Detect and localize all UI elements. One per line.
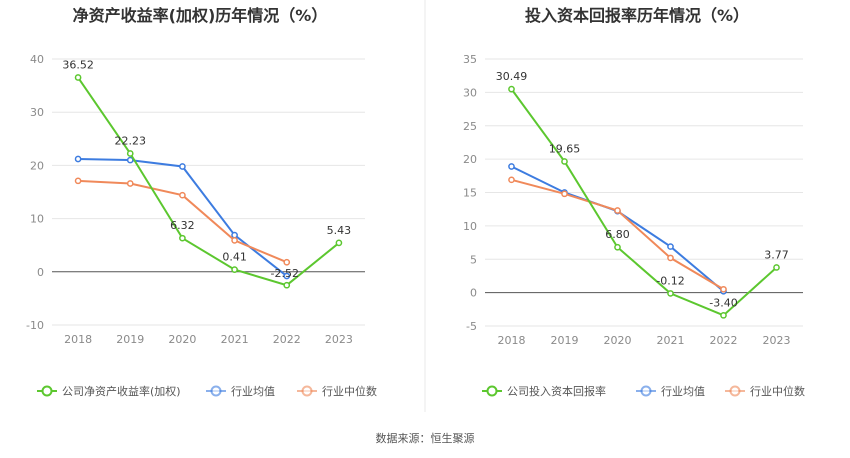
data-point <box>773 264 780 271</box>
legend-label: 行业中位数 <box>750 384 805 398</box>
x-tick-label: 2021 <box>221 333 249 346</box>
x-tick-label: 2018 <box>64 333 92 346</box>
data-label: 3.77 <box>764 248 789 261</box>
data-label: -0.12 <box>656 274 684 287</box>
data-point <box>667 254 674 262</box>
chart-title: 投入资本回报率历年情况（%） <box>525 6 749 25</box>
data-label: 22.23 <box>115 135 147 148</box>
data-point <box>126 150 134 157</box>
x-tick-label: 2019 <box>116 333 144 346</box>
data-point <box>667 290 674 297</box>
data-point <box>231 237 238 244</box>
legend-item: 行业均值 <box>636 385 705 398</box>
data-source-label: 数据来源：恒生聚源 <box>376 431 475 445</box>
legend-marker <box>210 385 222 397</box>
data-point <box>720 285 727 293</box>
x-tick-label: 2019 <box>551 334 579 347</box>
series-line <box>78 158 288 277</box>
data-point <box>561 190 568 198</box>
x-tick-label: 2020 <box>604 334 632 347</box>
y-tick-label: 40 <box>30 53 44 66</box>
data-point <box>179 234 186 242</box>
data-point <box>720 311 727 319</box>
chart-title: 净资产收益率(加权)历年情况（%） <box>73 6 328 25</box>
legend-marker <box>301 385 313 397</box>
y-tick-label: -5 <box>466 320 477 333</box>
legend-label: 公司净资产收益率(加权) <box>62 384 181 398</box>
y-tick-label: 25 <box>463 120 477 133</box>
chart-panel-1: 净资产收益率(加权)历年情况（%） -10 0 10 20 30 40 2018 2019 202… <box>26 6 377 398</box>
data-point <box>614 207 621 214</box>
data-point <box>74 177 82 185</box>
y-tick-label: 5 <box>470 253 477 266</box>
data-point <box>74 74 82 81</box>
y-tick-label: 35 <box>463 53 477 66</box>
data-label: 19.65 <box>549 142 581 155</box>
data-point <box>335 239 343 247</box>
y-tick-label: 30 <box>463 86 477 99</box>
y-tick-label: 20 <box>463 153 477 166</box>
legend-label: 行业均值 <box>231 385 275 398</box>
legend-marker <box>486 385 498 397</box>
series-line <box>510 88 778 317</box>
y-tick-label: 0 <box>37 266 44 279</box>
legend-marker <box>729 385 741 397</box>
x-tick-label: 2023 <box>763 334 791 347</box>
y-tick-label: 20 <box>30 159 44 172</box>
series-line <box>77 76 340 287</box>
data-label: 5.43 <box>327 224 352 237</box>
legend-marker <box>41 385 53 397</box>
legend-item: 行业中位数 <box>297 384 377 398</box>
legend-marker <box>640 385 652 397</box>
x-tick-label: 2022 <box>273 333 301 346</box>
legend: 公司投入资本回报率 行业均值 行业中位数 <box>482 384 805 398</box>
data-point <box>283 258 291 266</box>
data-label: 30.49 <box>496 70 528 83</box>
data-point <box>126 180 134 187</box>
data-point <box>283 281 291 289</box>
x-tick-label: 2018 <box>498 334 526 347</box>
data-point <box>561 158 568 165</box>
x-tick-label: 2023 <box>325 333 353 346</box>
y-tick-label: 10 <box>463 220 477 233</box>
legend: 公司净资产收益率(加权) 行业均值 行业中位数 <box>37 384 377 398</box>
legend-item: 公司净资产收益率(加权) <box>37 384 181 398</box>
data-label: -2.52 <box>271 267 299 280</box>
data-point <box>126 156 134 164</box>
data-label: -3.40 <box>709 296 737 309</box>
data-point <box>508 85 515 93</box>
legend-label: 行业均值 <box>661 385 705 398</box>
data-point <box>508 176 515 184</box>
legend-item: 公司投入资本回报率 <box>482 384 606 398</box>
legend-item: 行业中位数 <box>725 384 805 398</box>
data-point <box>614 243 621 251</box>
y-tick-label: 15 <box>463 187 477 200</box>
data-point <box>508 163 515 170</box>
data-label: 0.41 <box>222 251 247 264</box>
x-tick-label: 2020 <box>168 333 196 346</box>
data-label: 6.32 <box>170 219 195 232</box>
data-point <box>179 163 186 170</box>
data-point <box>231 231 238 239</box>
x-tick-label: 2022 <box>710 334 738 347</box>
y-tick-label: 30 <box>30 106 44 119</box>
data-point <box>283 272 291 280</box>
y-tick-label: 0 <box>470 287 477 300</box>
y-tick-label: -10 <box>26 319 44 332</box>
data-point <box>667 243 674 250</box>
legend-item: 行业均值 <box>206 385 275 398</box>
chart-panel-2: 投入资本回报率历年情况（%） -5 0 5 10 15 20 25 30 35 2018 2019 20… <box>463 6 805 398</box>
data-point <box>231 266 238 273</box>
y-tick-label: 10 <box>30 213 44 226</box>
legend-label: 行业中位数 <box>322 384 377 398</box>
legend-label: 公司投入资本回报率 <box>507 384 606 398</box>
data-point <box>74 155 82 163</box>
x-tick-label: 2021 <box>657 334 685 347</box>
data-label: 6.80 <box>605 228 630 241</box>
data-label: 36.52 <box>62 59 94 72</box>
data-point <box>179 191 186 199</box>
